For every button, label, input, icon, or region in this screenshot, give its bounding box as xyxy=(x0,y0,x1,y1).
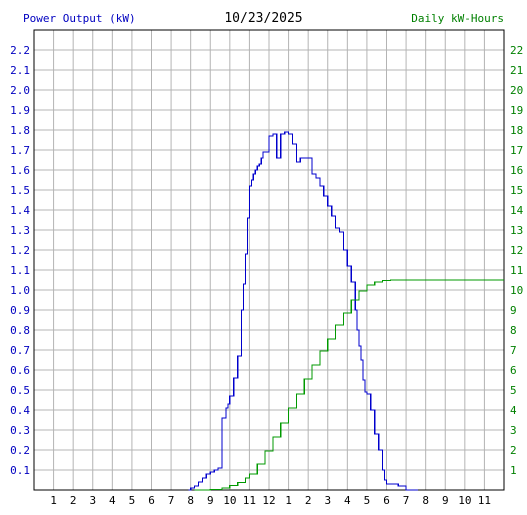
right-y-tick-label: 18 xyxy=(510,124,523,137)
left-y-tick-label: 1.8 xyxy=(10,124,30,137)
left-y-tick-label: 1.3 xyxy=(10,224,30,237)
left-y-tick-label: 0.8 xyxy=(10,324,30,337)
x-tick-label: 10 xyxy=(458,494,471,507)
left-y-tick-label: 0.5 xyxy=(10,384,30,397)
x-tick-label: 5 xyxy=(364,494,371,507)
right-y-tick-label: 19 xyxy=(510,104,523,117)
left-y-tick-label: 2.2 xyxy=(10,44,30,57)
right-y-tick-label: 7 xyxy=(510,344,517,357)
left-y-tick-label: 0.9 xyxy=(10,304,30,317)
right-y-tick-label: 10 xyxy=(510,284,523,297)
x-tick-label: 10 xyxy=(223,494,236,507)
x-tick-label: 8 xyxy=(187,494,194,507)
right-y-tick-label: 3 xyxy=(510,424,517,437)
right-y-tick-label: 1 xyxy=(510,464,517,477)
x-tick-label: 12 xyxy=(262,494,275,507)
right-y-tick-label: 5 xyxy=(510,384,517,397)
x-tick-label: 1 xyxy=(285,494,292,507)
plot-frame xyxy=(33,29,505,491)
left-y-tick-label: 0.7 xyxy=(10,344,30,357)
left-y-tick-label: 0.3 xyxy=(10,424,30,437)
x-tick-label: 9 xyxy=(207,494,214,507)
right-y-tick-label: 13 xyxy=(510,224,523,237)
x-tick-label: 7 xyxy=(403,494,410,507)
x-tick-label: 4 xyxy=(109,494,116,507)
x-tick-label: 2 xyxy=(305,494,312,507)
x-tick-label: 5 xyxy=(129,494,136,507)
right-y-tick-label: 4 xyxy=(510,404,517,417)
x-tick-label: 11 xyxy=(243,494,256,507)
right-y-tick-label: 11 xyxy=(510,264,523,277)
left-y-tick-label: 1.9 xyxy=(10,104,30,117)
x-tick-label: 7 xyxy=(168,494,175,507)
right-y-tick-label: 14 xyxy=(510,204,524,217)
daily-kwh-series-line xyxy=(194,279,504,491)
right-y-tick-label: 21 xyxy=(510,64,523,77)
left-y-tick-label: 1.2 xyxy=(10,244,30,257)
left-y-tick-label: 2.1 xyxy=(10,64,30,77)
left-y-tick-label: 1.1 xyxy=(10,264,30,277)
power-output-series-line xyxy=(188,131,418,491)
left-y-tick-label: 1.5 xyxy=(10,184,30,197)
left-axis-title: Power Output (kW) xyxy=(23,12,136,25)
x-tick-label: 2 xyxy=(70,494,77,507)
x-tick-label: 3 xyxy=(89,494,96,507)
right-y-tick-label: 22 xyxy=(510,44,523,57)
right-y-tick-label: 17 xyxy=(510,144,523,157)
right-y-tick-label: 8 xyxy=(510,324,517,337)
x-tick-label: 1 xyxy=(50,494,57,507)
right-y-tick-label: 16 xyxy=(510,164,523,177)
right-y-tick-label: 9 xyxy=(510,304,517,317)
left-y-tick-label: 0.2 xyxy=(10,444,30,457)
left-y-tick-label: 0.4 xyxy=(10,404,30,417)
right-y-tick-label: 20 xyxy=(510,84,523,97)
left-y-tick-label: 1.6 xyxy=(10,164,30,177)
left-y-tick-label: 1.4 xyxy=(10,204,30,217)
x-tick-label: 3 xyxy=(324,494,331,507)
left-y-tick-label: 0.6 xyxy=(10,364,30,377)
x-tick-label: 4 xyxy=(344,494,351,507)
right-axis-title: Daily kW-Hours xyxy=(411,12,504,25)
left-y-tick-label: 0.1 xyxy=(10,464,30,477)
x-tick-label: 6 xyxy=(383,494,390,507)
left-y-tick-label: 1.7 xyxy=(10,144,30,157)
x-tick-label: 9 xyxy=(442,494,449,507)
x-tick-label: 6 xyxy=(148,494,155,507)
left-y-tick-label: 1.0 xyxy=(10,284,30,297)
x-tick-label: 11 xyxy=(478,494,491,507)
right-y-tick-label: 12 xyxy=(510,244,523,257)
left-y-tick-label: 2.0 xyxy=(10,84,30,97)
right-y-tick-label: 6 xyxy=(510,364,517,377)
x-tick-label: 8 xyxy=(422,494,429,507)
right-y-tick-label: 15 xyxy=(510,184,523,197)
chart-date: 10/23/2025 xyxy=(224,11,303,26)
right-y-tick-label: 2 xyxy=(510,444,517,457)
